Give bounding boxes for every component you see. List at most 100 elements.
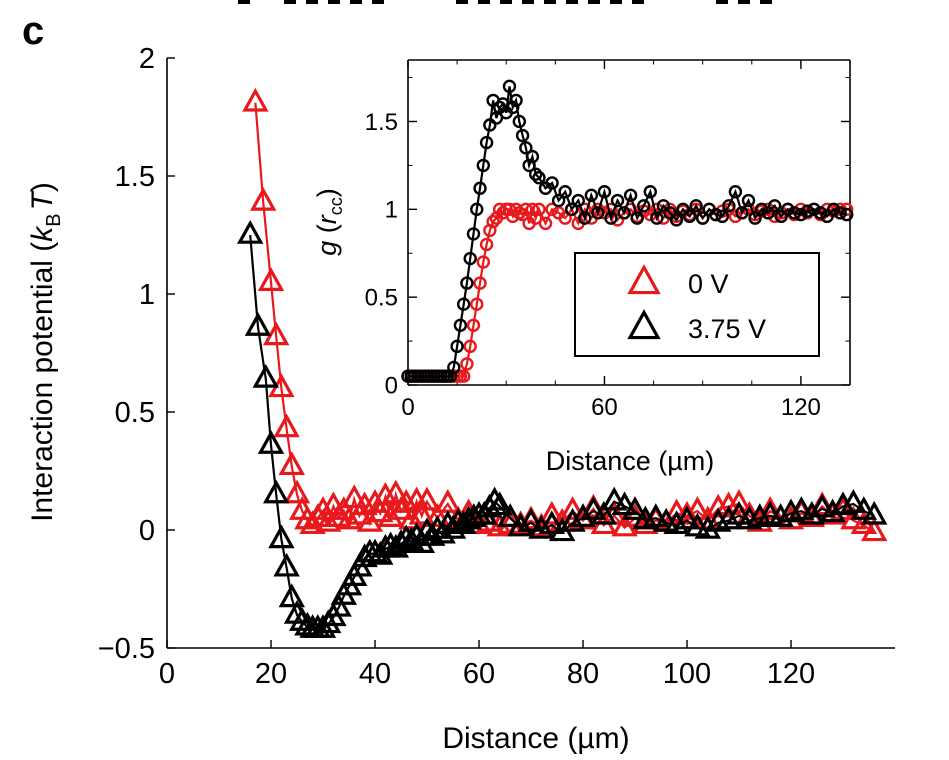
main-y-label-suffix: ) xyxy=(26,182,59,192)
inset-series-1-point-87 xyxy=(840,207,854,222)
main-series-0-point-6 xyxy=(278,451,306,476)
main-series-1-point-41 xyxy=(455,505,482,530)
inset-series-1-point-19 xyxy=(463,251,477,266)
main-series-0-point-3 xyxy=(262,321,290,346)
inset-series-0-point-70 xyxy=(728,209,743,224)
main-series-1-point-54 xyxy=(559,507,586,532)
main-y-label-prefix: Interaction potential ( xyxy=(26,242,59,522)
main-series-0-point-32 xyxy=(413,486,441,511)
inset-series-1-point-80 xyxy=(794,207,808,222)
inset-series-1-point-18 xyxy=(460,276,474,290)
inset-series-1-point-65 xyxy=(695,211,710,225)
inset-series-0-point-52 xyxy=(610,213,625,227)
inset-series-0-point-26 xyxy=(486,214,500,229)
main-series-1-point-64 xyxy=(663,510,690,535)
inset-series-1-point-21 xyxy=(470,202,484,217)
inset-series-1-point-44 xyxy=(558,185,572,199)
main-series-0-point-57 xyxy=(673,500,701,525)
inset-series-0-point-22 xyxy=(473,276,487,290)
main-series xyxy=(236,87,888,638)
inset-series-1-point-60 xyxy=(663,206,677,220)
panel-label: c xyxy=(22,9,44,53)
main-series-0-point-75 xyxy=(860,517,888,542)
main-series-0-point-33 xyxy=(424,503,451,527)
main-series-0-point-17 xyxy=(335,505,363,530)
inset-series-1-point-16 xyxy=(453,318,468,332)
inset-series-0-point-44 xyxy=(558,211,572,225)
main-series-0-point-53 xyxy=(632,510,659,535)
main-series-1-point-21 xyxy=(351,543,378,568)
main-series-1-point-49 xyxy=(507,512,534,537)
main-series-0-point-18 xyxy=(340,484,368,509)
inset-series-1-point-53 xyxy=(617,206,631,220)
main-x-tick-label-2: 40 xyxy=(359,658,391,690)
inset-series-0-point-18 xyxy=(460,357,474,371)
legend-box xyxy=(574,252,820,357)
inset-series-0-point-23 xyxy=(476,255,491,269)
main-series-0-point-0 xyxy=(242,87,269,112)
legend-label-0: 0 V xyxy=(688,269,729,299)
inset-series-1-point-17 xyxy=(456,297,471,311)
inset-series-1-point-68 xyxy=(715,209,730,224)
main-ticks: −0.500.511.520 20 40 60 80 100 120 xyxy=(98,43,815,690)
inset-series-1-point-79 xyxy=(787,206,802,220)
inset-series-1-point-69 xyxy=(722,199,736,213)
main-series-0-point-5 xyxy=(273,413,300,438)
inset-series-1-point-45 xyxy=(565,202,579,217)
inset-x-tick-label-2: 120 xyxy=(781,394,821,421)
main-series-1-point-70 xyxy=(725,500,753,525)
inset-ticks: 0 0.5 1 1.5 0 60 120 xyxy=(365,60,851,421)
main-x-tick-label-6: 120 xyxy=(767,658,815,690)
main-series-0-point-31 xyxy=(408,500,436,525)
inset-series-1-point-85 xyxy=(826,202,841,217)
main-series-1-point-5 xyxy=(268,524,295,549)
inset-series-1-point-46 xyxy=(571,193,585,208)
inset-series-0-point-87 xyxy=(840,202,854,217)
main-series-1-point-48 xyxy=(496,503,524,527)
inset-series-1-point-25 xyxy=(483,118,497,132)
inset-axes-frame xyxy=(407,59,851,386)
inset-series-1-point-75 xyxy=(761,206,775,220)
top-dash-7 xyxy=(478,0,490,4)
inset-y-label-g: g xyxy=(312,241,342,256)
main-series-1-point-46 xyxy=(481,486,508,511)
inset-series-1-point-22 xyxy=(473,181,487,195)
main-series-1-point-32 xyxy=(408,529,436,553)
inset-series-1-point-42 xyxy=(545,176,559,190)
inset-series-0-point-24 xyxy=(479,237,494,252)
inset-y-tick-label-3: 1.5 xyxy=(365,109,398,136)
inset-series-1-point-33 xyxy=(509,93,523,108)
inset-y-tick-label-1: 0.5 xyxy=(365,285,398,312)
main-plot: −0.500.511.520 20 40 60 80 100 120 Distance (µ… xyxy=(26,43,895,755)
main-series-0-point-44 xyxy=(538,500,566,525)
main-series-1-point-77 xyxy=(798,500,826,525)
inset-series-1-point-72 xyxy=(741,193,756,208)
top-dash-3 xyxy=(328,0,340,4)
main-y-label-sub: B xyxy=(43,213,65,226)
inset-series-1-point-20 xyxy=(466,227,481,241)
inset-series-1-point-77 xyxy=(774,209,788,224)
inset-series-1-point-73 xyxy=(748,211,762,225)
main-series-0-point-46 xyxy=(559,496,586,520)
main-series-1-point-82 xyxy=(850,496,878,520)
inset-x-axis-title: Distance (µm) xyxy=(546,446,715,476)
inset-series xyxy=(401,79,854,383)
main-series-1-point-55 xyxy=(569,503,597,527)
legend-label-1: 3.75 V xyxy=(688,314,766,344)
inset-series-0-point-21 xyxy=(470,297,484,311)
inset-series-1-point-56 xyxy=(637,199,651,213)
main-series-0-point-2 xyxy=(257,267,285,291)
inset-series-1-point-40 xyxy=(532,171,546,185)
main-series-1-point-47 xyxy=(486,491,514,516)
inset-series-1-point-32 xyxy=(506,100,520,115)
inset-series-1 xyxy=(401,79,854,383)
main-series-1-point-58 xyxy=(600,486,628,511)
inset-series-1-point-38 xyxy=(525,149,540,164)
main-series-1-point-60 xyxy=(621,496,649,520)
main-series-1-point-69 xyxy=(715,505,742,530)
top-dash-14 xyxy=(632,0,644,4)
inset-series-1-point-49 xyxy=(591,206,605,220)
inset-y-tick-label-2: 1 xyxy=(385,197,398,224)
main-y-tick-label-0: −0.5 xyxy=(98,633,155,665)
main-y-label-k: k xyxy=(26,225,59,242)
